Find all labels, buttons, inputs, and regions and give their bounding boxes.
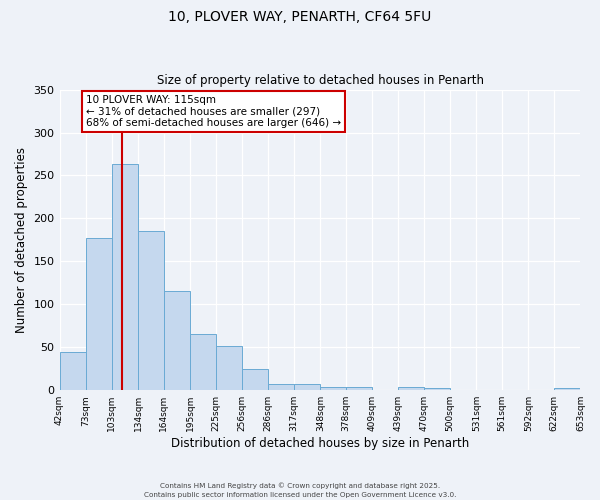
Bar bbox=[424, 388, 450, 390]
Bar bbox=[294, 384, 320, 390]
Bar bbox=[346, 387, 373, 390]
Text: 10, PLOVER WAY, PENARTH, CF64 5FU: 10, PLOVER WAY, PENARTH, CF64 5FU bbox=[169, 10, 431, 24]
Bar bbox=[59, 352, 86, 390]
Bar bbox=[164, 290, 190, 390]
Bar bbox=[190, 334, 215, 390]
X-axis label: Distribution of detached houses by size in Penarth: Distribution of detached houses by size … bbox=[171, 437, 469, 450]
Bar bbox=[86, 238, 112, 390]
Title: Size of property relative to detached houses in Penarth: Size of property relative to detached ho… bbox=[157, 74, 484, 87]
Text: Contains HM Land Registry data © Crown copyright and database right 2025.
Contai: Contains HM Land Registry data © Crown c… bbox=[144, 482, 456, 498]
Bar bbox=[138, 232, 164, 390]
Y-axis label: Number of detached properties: Number of detached properties bbox=[15, 147, 28, 333]
Bar bbox=[268, 384, 294, 390]
Bar bbox=[242, 368, 268, 390]
Bar bbox=[554, 388, 581, 390]
Bar bbox=[320, 387, 346, 390]
Text: 10 PLOVER WAY: 115sqm
← 31% of detached houses are smaller (297)
68% of semi-det: 10 PLOVER WAY: 115sqm ← 31% of detached … bbox=[86, 94, 341, 128]
Bar bbox=[398, 387, 424, 390]
Bar bbox=[112, 164, 138, 390]
Bar bbox=[215, 346, 242, 390]
